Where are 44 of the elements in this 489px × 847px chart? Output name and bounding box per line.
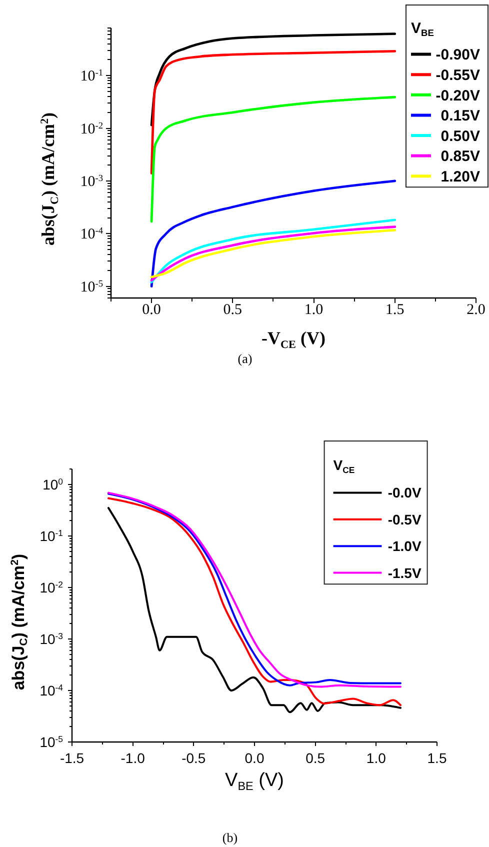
legend-title: V$_{BE}$	[411, 20, 434, 38]
y-tick-label: 10$^{-5}$	[40, 734, 64, 750]
x-tick-label: 0.5	[306, 750, 326, 766]
legend-label: 1.20V	[440, 168, 480, 186]
line-series	[150, 180, 396, 288]
y-tick-label: 10$^{-1}$	[40, 528, 64, 544]
x-tick-label: 1.5	[427, 750, 447, 766]
y-tick-label: 10$^{-4}$	[40, 682, 64, 698]
x-tick-label: 2.0	[466, 302, 486, 318]
legend-label: -0.0V	[388, 484, 422, 501]
legend-label: -1.0V	[388, 538, 422, 554]
line-series	[150, 50, 396, 174]
x-axis-title: V$_{BE}$ (V)	[225, 770, 284, 793]
x-tick-label: 1.5	[386, 302, 404, 318]
legend-label: -0.20V	[436, 87, 480, 104]
legend-label: 0.85V	[440, 148, 480, 166]
y-tick-label: 10$^{-3}$	[80, 174, 104, 190]
x-tick-label: 0.5	[223, 302, 242, 318]
legend-label: 0.15V	[440, 108, 480, 125]
legend-label: -1.5V	[388, 564, 422, 581]
legend-label: -0.5V	[388, 511, 422, 528]
text: (b)	[222, 830, 238, 845]
x-tick-label: 1.0	[366, 750, 386, 766]
y-tick-label: 10$^{-1}$	[80, 68, 104, 85]
y-tick-label: 10$^{0}$	[42, 476, 64, 492]
line-series	[150, 96, 396, 223]
text: (a)	[238, 351, 252, 366]
y-tick-label: 10$^{-2}$	[80, 120, 104, 138]
legend-title: V$_{CE}$	[333, 457, 355, 475]
y-tick-label: 10$^{-5}$	[80, 279, 104, 296]
x-tick-label: 0.0	[142, 302, 161, 318]
y-tick-label: 10$^{-3}$	[40, 630, 64, 647]
x-tick-label: -1.5	[60, 750, 84, 766]
x-tick-label: 0.0	[244, 750, 264, 766]
legend-label: -0.90V	[436, 46, 480, 64]
legend-label: -0.55V	[436, 67, 480, 84]
y-tick-label: 10$^{-2}$	[40, 579, 64, 596]
x-tick-label: 1.0	[304, 302, 324, 318]
x-tick-label: -0.5	[182, 750, 206, 766]
x-tick-label: -1.0	[120, 750, 146, 766]
x-axis-title: -V$_{CE}$ (V)	[262, 328, 326, 351]
legend-label: 0.50V	[440, 128, 480, 145]
y-tick-label: 10$^{-4}$	[80, 226, 104, 243]
line-series	[150, 32, 396, 126]
